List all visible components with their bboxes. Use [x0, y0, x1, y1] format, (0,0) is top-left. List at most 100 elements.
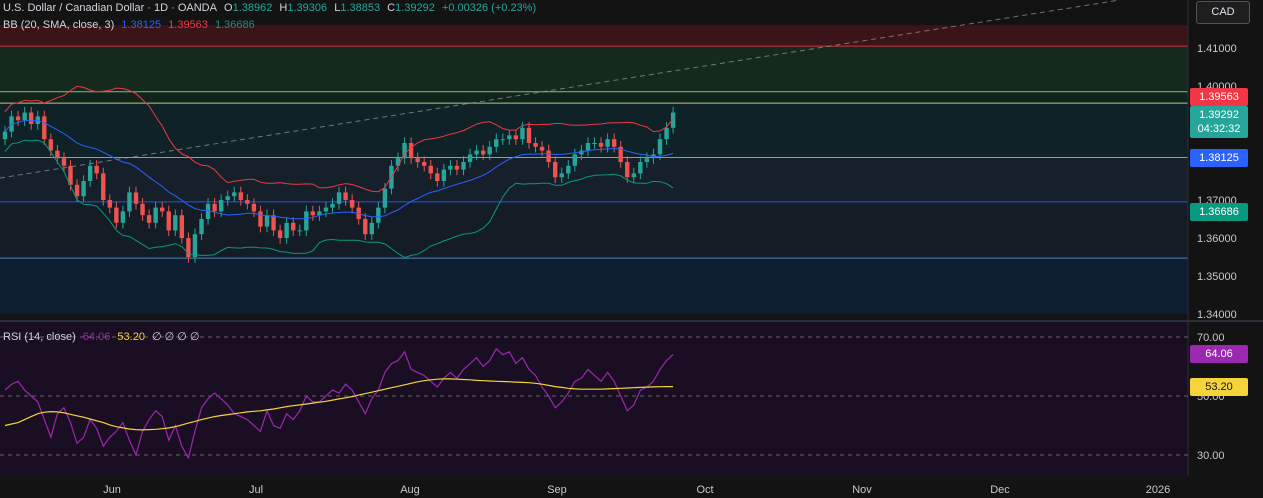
rsi-ma-line [4, 378, 674, 431]
rsi-legend-value: 64.06 [82, 331, 111, 343]
bb-lower-line [4, 139, 674, 259]
candle-body [631, 173, 636, 178]
rsi-ma-legend-value: 53.20 [117, 331, 145, 343]
candle-body [461, 162, 466, 170]
low-value: 1.38853 [340, 2, 381, 14]
candle-body [114, 207, 119, 223]
change-value: +0.00326 (+0.23%) [441, 2, 537, 14]
candle-body [566, 165, 571, 174]
low-label: L [334, 2, 341, 14]
candle-body [291, 222, 296, 231]
candle-body [2, 131, 8, 140]
close-label: C [387, 2, 396, 14]
candle-body [146, 215, 152, 223]
rsi-background [0, 322, 1188, 476]
rsi-legend[interactable]: RSI (14, close) 64.06 53.20 ∅ ∅ ∅ ∅ [3, 330, 204, 343]
candle-body [474, 150, 479, 155]
rsi-extra-values: ∅ ∅ ∅ ∅ [152, 331, 200, 343]
time-tick-label: Jun [103, 484, 121, 496]
candle-body [218, 200, 224, 212]
candle-body [533, 143, 538, 147]
close-value: 1.39292 [395, 2, 435, 14]
candle-body [598, 143, 604, 147]
currency-button[interactable]: CAD [1196, 1, 1250, 24]
candle-body [428, 165, 433, 174]
candle-body [245, 200, 250, 204]
candle-body [585, 143, 591, 151]
candle-body [480, 150, 486, 155]
candle-body [670, 112, 676, 128]
time-tick-label: Sep [547, 484, 567, 496]
time-tick-label: Aug [400, 484, 420, 496]
trend-line [0, 0, 1121, 179]
candle-body [15, 116, 21, 121]
candle-body [29, 112, 34, 124]
candle-body [644, 158, 650, 162]
rsi-tick-label: 30.00 [1197, 450, 1225, 462]
candle-body [441, 169, 447, 181]
candle-body [173, 215, 178, 231]
symbol-title: U.S. Dollar / Canadian Dollar · 1D · OAN… [3, 2, 217, 14]
candle-body [526, 127, 532, 143]
candle-body [232, 192, 237, 197]
bb-basis-badge: 1.38125 [1190, 149, 1248, 167]
candle-body [454, 165, 460, 170]
bb-label: BB (20, SMA, close, 3) [3, 19, 115, 31]
candle-body [611, 139, 617, 147]
candle-body [133, 192, 139, 204]
shaded-zone [0, 157, 1188, 202]
candle-body [618, 146, 623, 162]
rsi-tick-label: 70.00 [1197, 332, 1225, 344]
candle-body [48, 139, 54, 151]
candle-body [225, 196, 230, 200]
candle-body [101, 173, 106, 200]
rsi-line [4, 347, 674, 460]
time-tick-label: Jul [249, 484, 263, 496]
time-tick-label: 2026 [1146, 484, 1170, 496]
candle-body [395, 158, 401, 166]
rsi-ma-badge: 53.20 [1190, 378, 1248, 396]
candle-body [74, 184, 80, 197]
candle-body [61, 158, 67, 166]
candle-body [205, 203, 211, 219]
candle-body [297, 230, 302, 232]
candle-body [271, 215, 276, 231]
candle-body [369, 222, 374, 235]
candle-body [363, 219, 368, 235]
candle-body [310, 211, 316, 216]
candle-body [166, 211, 171, 231]
time-axis-bg [0, 476, 1263, 498]
candle-body [343, 192, 348, 200]
candle-body [127, 192, 132, 212]
candle-body [120, 211, 126, 223]
bb-lower-badge: 1.36686 [1190, 203, 1248, 221]
candle-body [258, 211, 263, 227]
candle-body [336, 192, 342, 204]
bb-legend[interactable]: BB (20, SMA, close, 3) 1.38125 1.39563 1… [3, 19, 259, 31]
candle-body [330, 203, 335, 208]
open-label: O [224, 2, 233, 14]
candle-body [520, 127, 525, 140]
candle-body [402, 143, 407, 159]
rsi-badge: 64.06 [1190, 345, 1248, 363]
candle-body [657, 139, 663, 155]
candle-body [264, 215, 270, 227]
candle-body [408, 143, 414, 159]
shaded-zone [0, 25, 1188, 47]
open-value: 1.38962 [232, 2, 273, 14]
candle-body [448, 165, 453, 170]
candle-body [186, 238, 191, 257]
countdown-badge: 04:32:32 [1190, 120, 1248, 138]
candle-body [192, 234, 198, 257]
bb-lower-value: 1.36686 [214, 19, 255, 31]
candle-body [349, 200, 355, 208]
candle-body [251, 203, 257, 212]
shaded-zone [0, 258, 1188, 314]
candle-body [68, 165, 73, 185]
candle-body [513, 135, 519, 140]
candle-body [592, 143, 597, 144]
candle-body [376, 207, 381, 223]
bb-basis-line [4, 119, 674, 220]
candle-body [422, 162, 427, 166]
